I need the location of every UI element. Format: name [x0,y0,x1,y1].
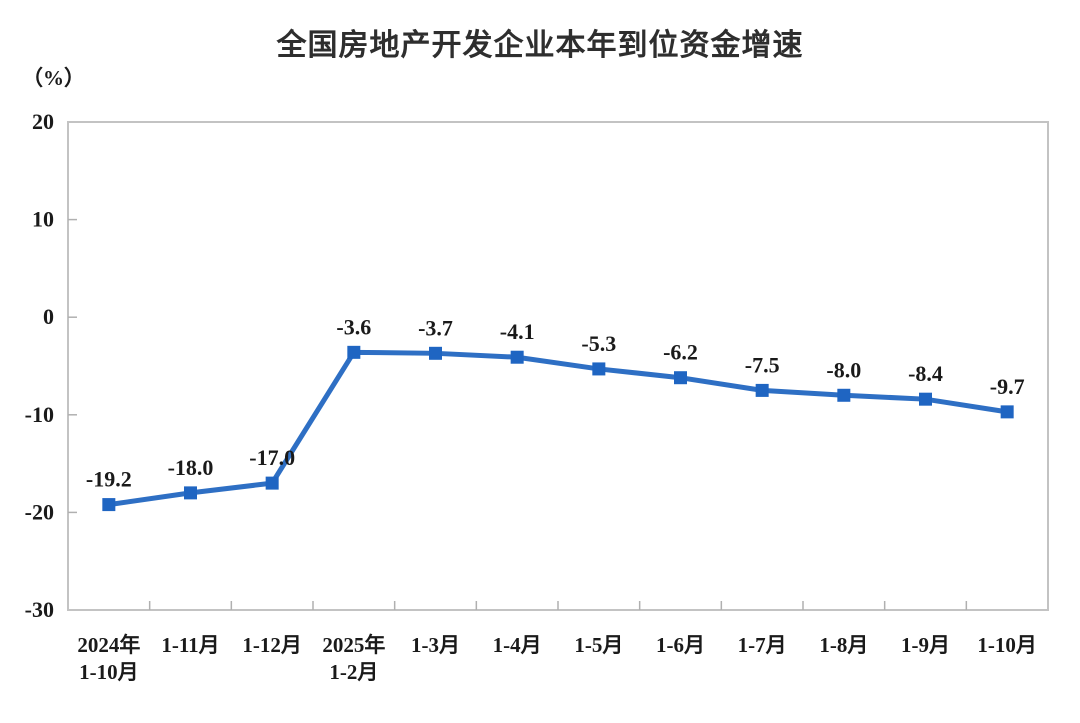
x-axis-category-label: 1-11月 [161,633,219,657]
data-point-marker [510,350,524,364]
x-axis-category-label: 1-7月 [738,633,787,657]
y-axis-tick-label: -30 [25,597,54,622]
data-point-marker [755,383,769,397]
data-point-marker [184,486,197,500]
data-point-label: -17.0 [249,445,295,470]
data-point-marker [592,362,606,376]
y-axis-tick-label: 20 [32,109,54,134]
x-axis-category-label: 1-10月 [977,633,1037,657]
data-point-label: -4.1 [500,319,535,344]
data-point-marker [674,371,687,385]
x-axis-category-label: 1-9月 [901,633,950,657]
data-point-marker [429,346,442,360]
x-axis-category-label: 1-6月 [656,633,705,657]
x-axis-category-label: 1-4月 [493,633,542,657]
x-axis-category-label: 1-8月 [819,633,868,657]
data-point-label: -9.7 [990,374,1025,399]
x-axis-category-label: 1-5月 [574,633,623,657]
data-point-marker [265,476,279,490]
data-point-label: -19.2 [86,467,132,492]
y-axis-tick-label: -20 [25,499,54,524]
data-point-label: -18.0 [168,455,214,480]
data-point-marker [1000,405,1014,419]
data-point-label: -8.4 [908,361,943,386]
x-axis-category-label: 2025年 1-2月 [322,633,385,684]
data-point-label: -3.6 [336,314,371,339]
data-point-marker [102,498,116,512]
plot-border [67,121,1049,611]
data-point-label: -8.0 [826,357,861,382]
data-point-label: -5.3 [581,331,616,356]
data-point-label: -7.5 [745,352,780,377]
data-point-label: -6.2 [663,340,698,365]
x-axis-category-label: 1-3月 [411,633,460,657]
chart-title: 全国房地产开发企业本年到位资金增速 [276,29,804,62]
y-axis-tick-label: -10 [25,402,54,427]
data-point-marker [347,345,361,359]
y-axis-tick-label: 10 [32,207,54,232]
y-axis-unit-label: （%） [22,66,85,90]
x-axis-category-label: 2024年 1-10月 [77,633,140,684]
series-line [108,349,1008,508]
data-point-marker [919,392,932,406]
data-point-label: -3.7 [418,315,453,340]
data-point-marker [837,388,851,402]
y-axis-tick-label: 0 [43,304,54,329]
x-axis-category-label: 1-12月 [242,633,302,657]
